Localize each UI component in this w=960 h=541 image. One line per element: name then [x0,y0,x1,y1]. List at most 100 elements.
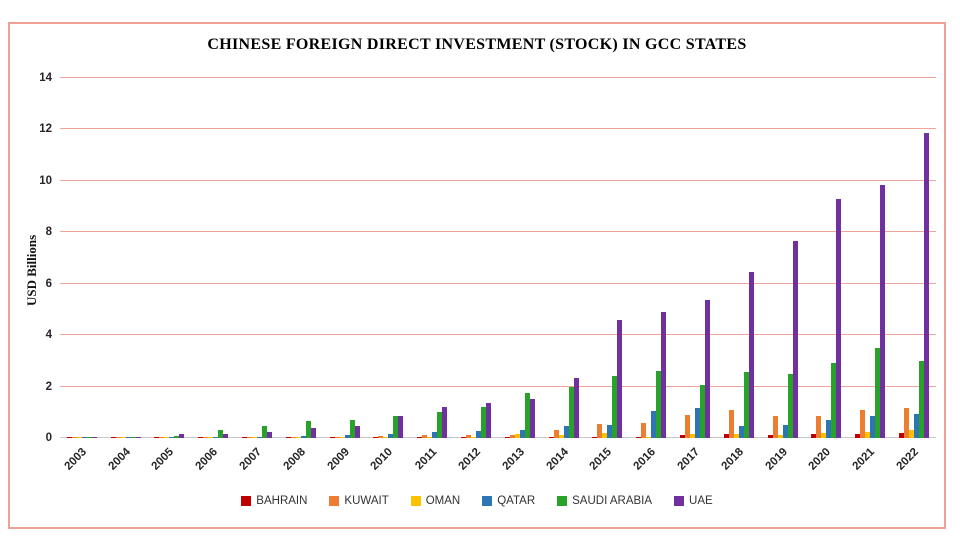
bar-2009-saudi-arabia [349,420,355,438]
bar-2019-oman [777,435,783,438]
x-tick-label: 2007 [237,446,265,473]
bar-group-2014: 2014 [544,78,579,473]
bar-2022-kuwait [904,408,910,438]
gridline [60,77,936,78]
bar-group-2021: 2021 [851,78,886,473]
x-tick-label: 2004 [106,446,133,473]
bar-2008-oman [295,437,301,438]
bar-2005-uae [179,434,185,438]
bar-group-2008: 2008 [281,78,316,473]
x-tick-label: 2006 [193,446,221,473]
gridline [60,231,936,233]
bar-2011-bahrain [417,436,423,438]
bar-2018-saudi-arabia [743,372,749,438]
bar-2017-qatar [695,408,701,438]
bar-2007-uae [267,431,273,438]
bar-2006-bahrain [198,437,204,438]
bar-2009-qatar [344,434,350,438]
bar-group-2003: 2003 [62,78,97,473]
bar-2007-kuwait [247,437,253,438]
bar-2007-qatar [257,437,263,438]
x-tick-label: 2011 [413,446,440,473]
bar-2012-uae [486,403,492,438]
bar-2016-qatar [651,411,657,438]
legend-label: QATAR [497,495,536,507]
x-tick-label: 2010 [368,446,396,473]
bar-group-2013: 2013 [500,78,535,473]
legend-swatch-icon [329,496,340,506]
bar-2018-oman [733,434,739,438]
bar-2014-oman [558,435,564,438]
bar-2010-saudi-arabia [393,416,399,438]
bar-2018-bahrain [723,434,729,438]
bar-2012-kuwait [466,435,472,438]
bar-2022-bahrain [899,432,905,438]
plot-area: 0 2 4 6 8 10 12 14 2003 2004 2005 2006 2007 2008 2009 2… [39,72,936,473]
bar-2004-bahrain [110,437,116,438]
y-tick-label: 8 [45,226,52,239]
bar-2021-uae [880,184,886,438]
x-tick-label: 2013 [500,446,527,473]
x-tick-label: 2005 [149,446,177,473]
gridline [60,179,936,181]
bar-2018-uae [748,272,754,438]
x-tick-label: 2015 [587,446,615,473]
bar-2003-qatar [81,437,87,438]
x-tick-label: 2009 [325,446,352,473]
bar-2019-saudi-arabia [787,373,793,438]
gridline [60,282,936,284]
legend-swatch-icon [674,496,685,506]
bar-2013-bahrain [504,436,510,438]
bar-2003-kuwait [71,437,77,438]
bar-2010-qatar [388,433,394,438]
bar-2012-bahrain [461,436,467,438]
bar-2021-bahrain [855,434,861,438]
bar-2015-kuwait [597,423,603,438]
bar-2010-oman [383,437,389,438]
bar-2008-kuwait [290,437,296,438]
x-tick-label: 2003 [62,446,89,473]
bar-2020-saudi-arabia [831,363,837,438]
bar-groups: 2003 2004 2005 2006 2007 2008 2009 2010 2011 2012… [60,78,936,473]
legend-label: BAHRAIN [256,495,308,507]
bar-group-2022: 2022 [894,78,930,473]
bar-2016-saudi-arabia [656,371,662,438]
bar-group-2015: 2015 [588,78,623,473]
bar-2004-qatar [125,437,131,438]
bar-2018-kuwait [728,409,734,438]
bar-2016-kuwait [641,422,647,438]
bar-2019-kuwait [772,416,778,438]
bar-2020-qatar [826,420,832,438]
bar-2004-kuwait [115,437,121,438]
bar-group-2017: 2017 [675,78,711,473]
bar-2015-uae [617,319,623,438]
chart-title: CHINESE FOREIGN DIRECT INVESTMENT (STOCK… [207,36,747,53]
bar-2012-qatar [476,430,482,438]
x-tick-label: 2017 [675,446,703,473]
bar-2013-uae [529,399,535,438]
bar-2007-saudi-arabia [262,426,268,438]
bar-2017-uae [705,300,711,438]
y-tick-label: 12 [39,123,52,136]
bar-2014-bahrain [548,436,554,438]
bar-2003-uae [91,437,97,438]
bar-2017-kuwait [685,414,691,438]
bar-2006-oman [208,437,214,438]
legend-label: OMAN [425,495,461,507]
y-tick-label: 0 [45,432,52,444]
bar-2005-saudi-arabia [174,436,180,438]
bar-2005-oman [164,437,170,438]
bar-2012-saudi-arabia [481,407,487,438]
bar-group-2018: 2018 [719,78,754,473]
bar-2021-saudi-arabia [875,348,881,438]
legend: BAHRAIN KUWAIT OMAN QATAR SAUDI ARABIA UAE [10,495,944,507]
bar-2021-oman [865,431,871,438]
bar-2013-oman [514,434,520,438]
legend-item-bahrain: BAHRAIN [241,495,307,507]
bar-2017-bahrain [680,435,686,438]
x-axis-line [60,437,936,438]
bar-2018-qatar [738,426,744,438]
bar-2016-oman [646,436,652,438]
bar-2017-saudi-arabia [700,385,706,438]
bar-group-2020: 2020 [807,78,842,473]
